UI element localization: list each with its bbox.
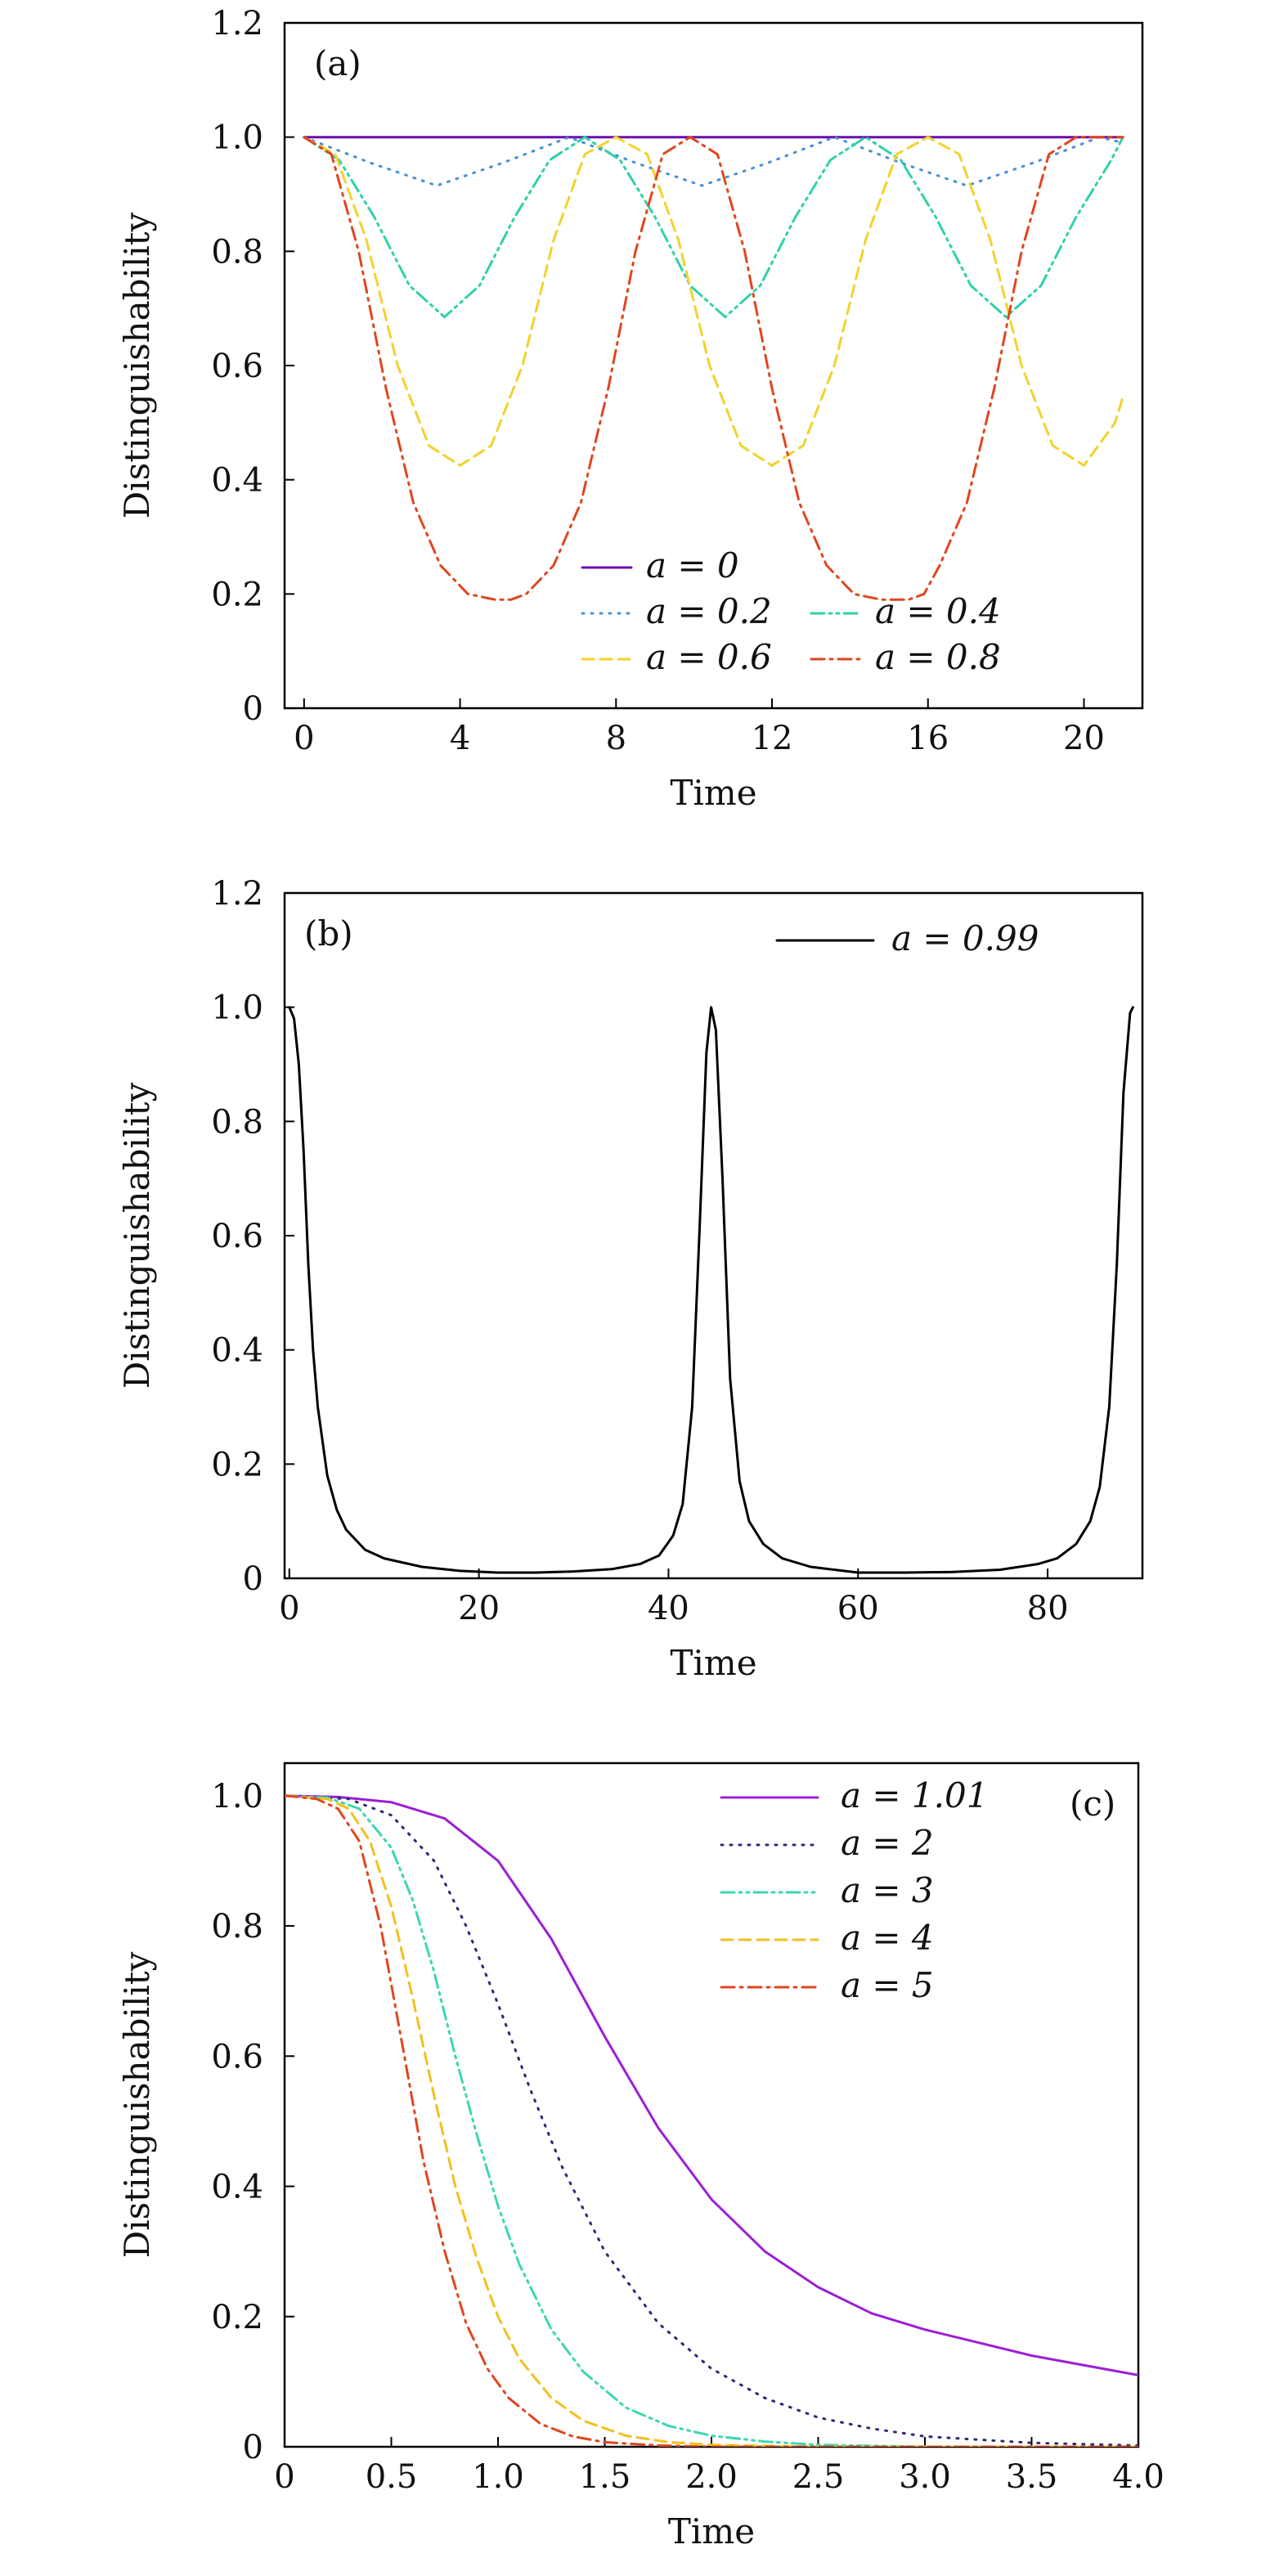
panel-tag: (c) xyxy=(1070,1784,1115,1824)
y-tick-label: 0.8 xyxy=(211,1103,263,1141)
x-tick-label: 40 xyxy=(648,1590,689,1627)
y-tick-label: 0.4 xyxy=(211,462,263,500)
legend-label: a = 0.99 xyxy=(891,918,1039,958)
chart-panel-2: 0 20 40 60 80 0 0.2 0.4 0.6 0.8 1.0 1.2 Time Distingu… xyxy=(117,875,1144,1683)
x-tick-label: 80 xyxy=(1027,1590,1069,1627)
series-line-5 xyxy=(303,136,1124,601)
y-tick-label: 0.6 xyxy=(211,1218,263,1255)
legend: a = 0.99 xyxy=(775,918,1039,958)
y-tick-label: 0.8 xyxy=(211,233,263,271)
legend: a = 1.01 a = 2 a = 3 a = 4 a = 5 xyxy=(720,1775,988,2005)
y-tick-label: 1.0 xyxy=(211,1778,263,1815)
x-tick-label: 1.0 xyxy=(472,2458,524,2496)
y-tick-label: 0.6 xyxy=(211,348,263,385)
legend-label: a = 5 xyxy=(841,1965,934,2005)
y-tick-label: 0.6 xyxy=(211,2038,263,2076)
series-group xyxy=(303,136,1124,601)
y-tick-label: 0.2 xyxy=(211,1446,263,1483)
y-axis-label: Distinguishability xyxy=(117,1082,157,1389)
x-axis-label: Time xyxy=(668,2511,755,2551)
legend-label: a = 4 xyxy=(841,1918,934,1958)
series-group xyxy=(285,1794,1138,2447)
x-tick-label: 8 xyxy=(606,720,626,757)
y-tick-label: 0 xyxy=(243,690,263,728)
chart-panel-3: 0 0.5 1.0 1.5 2.0 2.5 3.0 3.5 4.0 0 0.2 0.4 0.6 0.8 1.… xyxy=(117,1761,1165,2551)
y-tick-label: 1.0 xyxy=(211,119,263,157)
y-axis-label: Distinguishability xyxy=(117,1951,157,2258)
y-tick-label: 1.2 xyxy=(211,875,263,913)
x-tick-label: 20 xyxy=(1063,720,1105,757)
series-line-1 xyxy=(288,1006,1134,1574)
series-line-1 xyxy=(285,1794,1138,2376)
series-line-5 xyxy=(285,1794,1138,2447)
legend-label: a = 0.2 xyxy=(646,591,772,631)
legend: a = 0 a = 0.2 a = 0.4 a = 0.6 a = 0.8 xyxy=(581,545,1001,677)
y-tick-label: 0.2 xyxy=(211,2299,263,2336)
x-tick-label: 4 xyxy=(450,720,470,757)
series-line-3 xyxy=(303,136,1124,319)
legend-label: a = 0 xyxy=(646,545,739,586)
legend-label: a = 1.01 xyxy=(841,1775,988,1815)
y-tick-label: 0.2 xyxy=(211,576,263,613)
panel-tag: (b) xyxy=(304,913,353,954)
y-tick-label: 1.0 xyxy=(211,990,263,1027)
legend-label: a = 3 xyxy=(841,1870,934,1910)
y-tick-label: 0.8 xyxy=(211,1908,263,1945)
x-axis-label: Time xyxy=(670,773,756,813)
x-tick-label: 2.5 xyxy=(792,2458,845,2496)
legend-label: a = 0.6 xyxy=(646,637,772,677)
chart-panel-1: 0 4 8 12 16 20 0 0.2 0.4 0.6 0.8 1.0 1.2 Time Distingu… xyxy=(117,5,1144,813)
x-tick-label: 2.0 xyxy=(685,2458,738,2496)
x-tick-label: 0 xyxy=(279,1590,299,1627)
y-axis-label: Distinguishability xyxy=(117,212,157,518)
x-tick-label: 1.5 xyxy=(579,2458,631,2496)
x-axis-label: Time xyxy=(670,1643,756,1683)
series-group xyxy=(288,1006,1134,1574)
legend-label: a = 0.4 xyxy=(875,591,1001,631)
x-tick-label: 0 xyxy=(274,2458,294,2496)
series-line-4 xyxy=(303,136,1124,467)
y-tick-label: 0 xyxy=(243,2429,263,2466)
x-tick-label: 4.0 xyxy=(1112,2458,1165,2496)
series-line-4 xyxy=(285,1794,1138,2447)
x-tick-label: 0.5 xyxy=(366,2458,418,2496)
x-tick-label: 3.5 xyxy=(1006,2458,1058,2496)
x-tick-label: 0 xyxy=(294,720,314,757)
series-line-3 xyxy=(285,1794,1138,2447)
series-line-2 xyxy=(303,136,1124,187)
panel-tag: (a) xyxy=(314,43,361,83)
y-tick-label: 1.2 xyxy=(211,5,263,43)
x-tick-label: 20 xyxy=(458,1590,500,1627)
y-tick-label: 0.4 xyxy=(211,1332,263,1370)
legend-label: a = 2 xyxy=(841,1823,934,1863)
x-tick-label: 3.0 xyxy=(899,2458,951,2496)
legend-label: a = 0.8 xyxy=(875,637,1001,677)
x-tick-label: 16 xyxy=(907,720,949,757)
x-tick-label: 12 xyxy=(752,720,793,757)
x-tick-label: 60 xyxy=(837,1590,879,1627)
y-tick-label: 0 xyxy=(243,1560,263,1598)
y-tick-label: 0.4 xyxy=(211,2169,263,2206)
